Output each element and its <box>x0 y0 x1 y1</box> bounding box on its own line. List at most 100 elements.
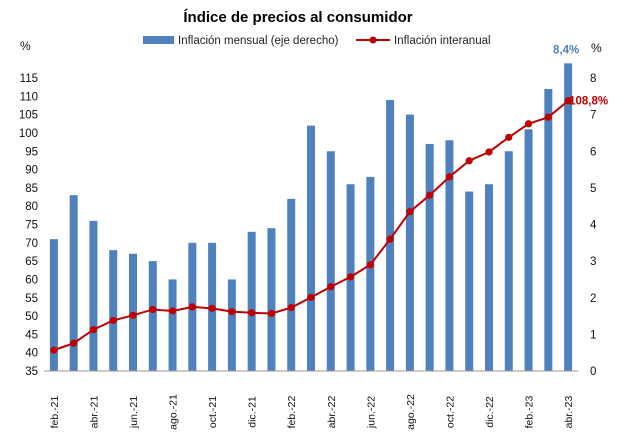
left-tick-label: 90 <box>25 165 38 177</box>
line-point <box>505 133 513 141</box>
line-series-annual <box>50 97 572 354</box>
bar <box>69 195 78 371</box>
left-tick-label: 115 <box>20 73 38 85</box>
x-tick-label: ago.-21 <box>168 394 180 430</box>
line-point <box>168 307 177 315</box>
right-tick-label: 4 <box>590 220 597 232</box>
x-tick-label: dic.-22 <box>484 396 496 428</box>
legend-swatch-marker <box>369 36 377 44</box>
left-tick-label: 40 <box>25 348 38 360</box>
line-point <box>544 113 552 121</box>
right-tick-label: 3 <box>590 256 596 268</box>
line-point <box>188 303 196 311</box>
line-point <box>346 273 355 281</box>
line-point <box>524 120 533 128</box>
line-point <box>406 208 414 216</box>
bar <box>247 231 256 371</box>
line-point <box>465 157 473 165</box>
right-tick-label: 6 <box>590 146 596 158</box>
bar <box>148 261 157 372</box>
x-axis-ticks: feb.-21 abr.-21 jun.-21 ago.-21 oct.-21 dic.-… <box>49 394 575 430</box>
legend-label-annual: Inflación interanual <box>394 35 491 47</box>
right-tick-label: 0 <box>590 366 596 378</box>
left-tick-label: 55 <box>25 293 38 305</box>
left-tick-label: 100 <box>19 128 38 140</box>
right-axis-ticks: 0 1 2 3 4 5 6 7 8 <box>590 73 597 378</box>
left-tick-label: 85 <box>25 183 38 195</box>
right-tick-label: 1 <box>590 329 596 341</box>
x-tick-label: feb.-21 <box>49 396 61 429</box>
legend-label-monthly: Inflación mensual (eje derecho) <box>178 35 339 47</box>
x-tick-label: oct.-22 <box>444 396 456 428</box>
left-tick-label: 75 <box>25 220 38 232</box>
bar <box>405 114 414 372</box>
x-tick-label: feb.-23 <box>524 396 536 429</box>
bar <box>524 129 533 371</box>
bar <box>307 125 315 371</box>
line-point <box>248 309 256 317</box>
bar <box>49 239 58 371</box>
chart-title: Índice de precios al consumidor <box>183 9 412 26</box>
bar <box>267 228 276 371</box>
x-tick-label: oct.-21 <box>207 396 219 428</box>
left-tick-label: 80 <box>25 201 38 213</box>
line-point <box>366 261 374 269</box>
line-point <box>327 283 335 291</box>
line-point <box>228 308 236 316</box>
bar <box>504 151 513 371</box>
line-point <box>485 148 493 156</box>
left-tick-label: 70 <box>25 238 38 250</box>
data-label-annual: 108,8% <box>569 96 608 108</box>
data-label-monthly: 8,4% <box>553 44 579 56</box>
bar <box>326 151 335 371</box>
bar <box>445 140 454 371</box>
left-tick-label: 35 <box>25 366 38 378</box>
right-axis-unit: % <box>591 41 602 55</box>
bar-series-monthly <box>49 63 573 372</box>
line-point <box>129 311 137 319</box>
x-tick-label: abr.-21 <box>88 396 100 429</box>
line-point <box>208 304 216 312</box>
line-point <box>307 293 315 301</box>
x-tick-label: dic.-21 <box>247 396 259 428</box>
bar <box>485 184 493 371</box>
right-tick-label: 8 <box>590 73 596 85</box>
data-labels: 8,4% 108,8% <box>553 44 608 107</box>
left-axis-unit: % <box>20 39 31 53</box>
line-point <box>50 346 58 354</box>
line-point <box>426 191 434 199</box>
left-tick-label: 65 <box>25 256 38 268</box>
x-tick-label: jun.-21 <box>128 396 140 429</box>
bar <box>287 198 296 371</box>
x-tick-label: abr.-22 <box>326 396 338 429</box>
left-tick-label: 60 <box>25 274 38 286</box>
left-tick-label: 105 <box>19 110 38 122</box>
bar <box>89 220 98 371</box>
x-tick-label: jun.-22 <box>365 396 377 429</box>
line-point <box>287 304 295 312</box>
line-point <box>386 235 394 243</box>
bar <box>168 279 177 371</box>
line-point <box>70 339 78 347</box>
bar <box>386 99 395 371</box>
line-point <box>149 305 157 314</box>
line-point <box>267 309 276 318</box>
line-point <box>89 326 98 334</box>
left-tick-label: 50 <box>25 311 38 323</box>
right-tick-label: 5 <box>590 183 596 195</box>
bar <box>564 63 573 371</box>
left-tick-label: 95 <box>25 146 38 158</box>
x-tick-label: abr.-23 <box>563 396 575 429</box>
bar <box>544 88 553 372</box>
bar <box>109 250 118 371</box>
line-point <box>445 173 454 181</box>
right-tick-label: 7 <box>590 110 596 122</box>
x-tick-label: feb.-22 <box>286 396 298 429</box>
line-point <box>109 316 117 325</box>
left-tick-label: 45 <box>25 329 38 341</box>
bar <box>465 191 474 371</box>
left-axis-ticks: 35 40 45 50 55 60 65 70 75 80 85 90 95 100 105 110 115 <box>19 73 38 378</box>
legend: Inflación mensual (eje derecho) Inflació… <box>143 35 491 47</box>
